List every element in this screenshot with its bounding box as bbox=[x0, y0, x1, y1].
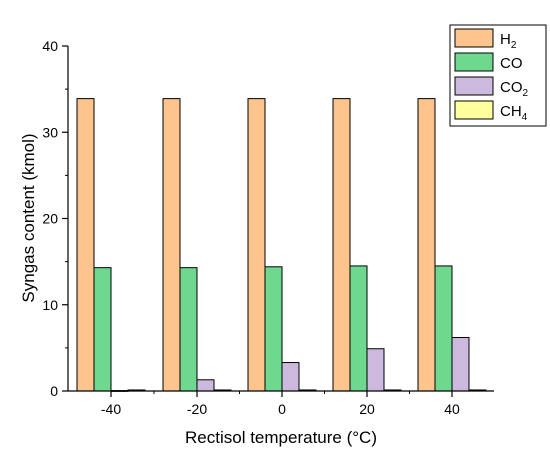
x-tick-label: -20 bbox=[187, 401, 207, 417]
x-axis-title: Rectisol temperature (°C) bbox=[185, 428, 377, 447]
bar-h2-40 bbox=[417, 98, 436, 392]
x-tick-label: -40 bbox=[101, 401, 121, 417]
bar-co-0 bbox=[264, 266, 283, 392]
bar-co-40 bbox=[434, 265, 453, 392]
bar-co--40 bbox=[93, 267, 112, 392]
bar-co2-0 bbox=[281, 362, 300, 392]
legend-swatch-h2 bbox=[454, 28, 494, 48]
bar-co--20 bbox=[179, 267, 198, 392]
y-ticks-group: 0 10 20 30 40 bbox=[42, 38, 68, 399]
bar-h2--20 bbox=[162, 98, 181, 392]
legend-label-co2: CO2 bbox=[500, 79, 529, 99]
y-axis-title: Syngas content (kmol) bbox=[19, 133, 38, 302]
bar-h2-0 bbox=[247, 98, 266, 392]
bar-co2-40 bbox=[451, 337, 470, 392]
legend-label-ch4: CH4 bbox=[500, 103, 528, 123]
bar-h2-20 bbox=[332, 98, 351, 392]
y-tick-label: 10 bbox=[42, 297, 58, 313]
legend-label-h2: H2 bbox=[500, 31, 517, 51]
bar-co-20 bbox=[349, 265, 368, 392]
x-ticks-group: -40 -20 0 20 40 bbox=[101, 391, 460, 417]
y-tick-label: 40 bbox=[42, 38, 58, 54]
y-tick-label: 20 bbox=[42, 211, 58, 227]
x-tick-label: 0 bbox=[278, 401, 286, 417]
bars-group bbox=[76, 98, 487, 392]
y-tick-label: 0 bbox=[50, 383, 58, 399]
bar-co2--20 bbox=[196, 379, 215, 392]
legend: H2 CO CO2 CH4 bbox=[449, 24, 547, 127]
x-tick-label: 40 bbox=[444, 401, 460, 417]
y-tick-label: 30 bbox=[42, 124, 58, 140]
bar-h2--40 bbox=[76, 98, 95, 392]
legend-label-co: CO bbox=[500, 55, 523, 72]
legend-swatch-co2 bbox=[454, 76, 494, 96]
x-tick-label: 20 bbox=[359, 401, 375, 417]
legend-swatch-co bbox=[454, 52, 494, 72]
legend-swatch-ch4 bbox=[454, 100, 494, 120]
bar-co2-20 bbox=[366, 348, 385, 392]
